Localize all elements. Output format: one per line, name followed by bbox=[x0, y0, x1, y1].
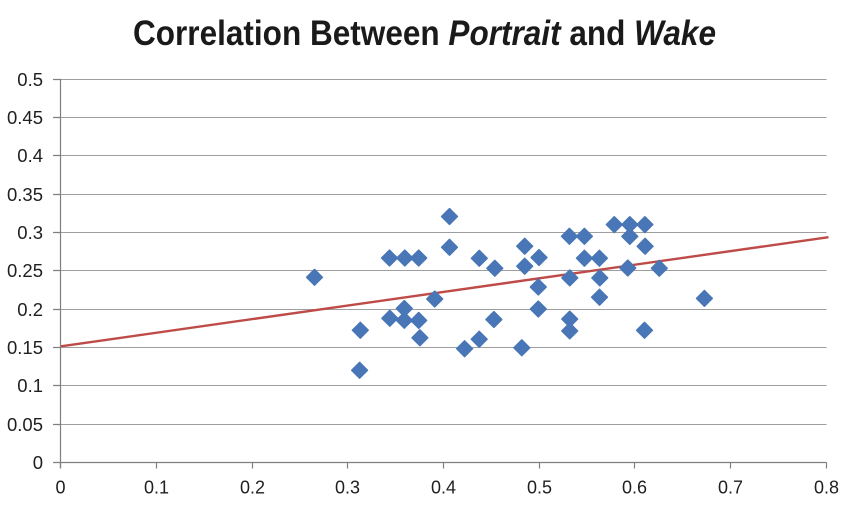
svg-text:0.6: 0.6 bbox=[622, 478, 647, 498]
svg-text:0.15: 0.15 bbox=[7, 337, 43, 358]
svg-text:0.1: 0.1 bbox=[17, 375, 43, 396]
svg-text:0.5: 0.5 bbox=[527, 478, 552, 498]
svg-text:0.4: 0.4 bbox=[17, 145, 43, 166]
svg-text:0.3: 0.3 bbox=[17, 222, 43, 243]
svg-text:0.3: 0.3 bbox=[335, 478, 360, 498]
svg-text:0.45: 0.45 bbox=[7, 107, 43, 128]
svg-text:0.1: 0.1 bbox=[144, 478, 169, 498]
svg-text:0.7: 0.7 bbox=[718, 478, 743, 498]
svg-text:0: 0 bbox=[33, 452, 43, 473]
svg-text:0.05: 0.05 bbox=[7, 414, 43, 435]
svg-text:0.2: 0.2 bbox=[17, 299, 43, 320]
svg-text:0.25: 0.25 bbox=[7, 260, 43, 281]
svg-text:0.2: 0.2 bbox=[240, 478, 265, 498]
svg-text:0.8: 0.8 bbox=[814, 478, 839, 498]
svg-text:0: 0 bbox=[55, 478, 65, 498]
svg-text:0.35: 0.35 bbox=[7, 184, 43, 205]
svg-text:0.5: 0.5 bbox=[17, 69, 43, 90]
svg-text:0.4: 0.4 bbox=[431, 478, 456, 498]
svg-text:Correlation Between Portrait a: Correlation Between Portrait and Wake bbox=[133, 14, 716, 53]
